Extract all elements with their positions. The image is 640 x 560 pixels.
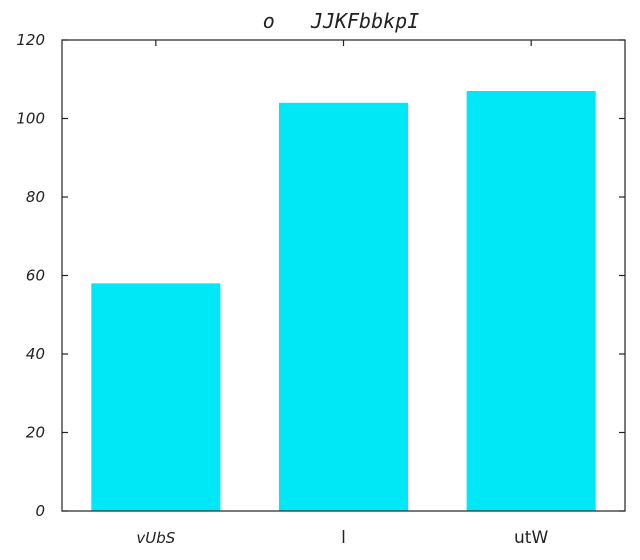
bars-group bbox=[91, 91, 596, 512]
y-tick-label: 80 bbox=[26, 188, 45, 206]
y-tick-label: 120 bbox=[16, 31, 45, 49]
axes-group bbox=[61, 39, 626, 512]
y-tick-label: 20 bbox=[26, 424, 45, 442]
y-tick-label: 0 bbox=[35, 502, 45, 520]
bar-vUbS bbox=[91, 283, 221, 511]
x-tick-label-utW: utW bbox=[514, 528, 548, 548]
x-tick-label-l: l bbox=[341, 528, 346, 548]
x-tick-labels: vUbS l utW bbox=[136, 528, 548, 548]
bar-utW bbox=[466, 91, 596, 512]
y-tick-labels: 0 20 40 60 80 100 120 bbox=[16, 31, 45, 520]
x-tick-label-vUbS: vUbS bbox=[136, 529, 175, 547]
y-tick-label: 100 bbox=[16, 110, 45, 128]
bar-l bbox=[278, 102, 409, 512]
y-tick-label: 40 bbox=[26, 345, 45, 363]
y-tick-label: 60 bbox=[26, 267, 45, 285]
chart-title: o JJKFbbkpI bbox=[263, 9, 420, 33]
